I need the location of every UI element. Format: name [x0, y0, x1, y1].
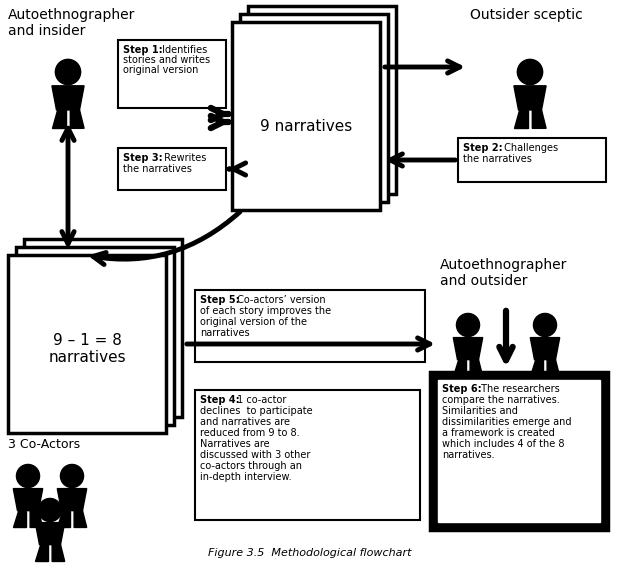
Polygon shape [453, 360, 466, 377]
Text: Challenges: Challenges [501, 143, 558, 153]
Text: and outsider: and outsider [440, 274, 528, 288]
Polygon shape [13, 510, 26, 527]
Text: 9 narratives: 9 narratives [260, 118, 352, 134]
Text: original version of the: original version of the [200, 317, 307, 327]
Text: original version: original version [123, 65, 198, 75]
Text: the narratives: the narratives [123, 164, 192, 174]
Bar [195, 390, 420, 520]
Text: Step 3:: Step 3: [123, 153, 162, 163]
Circle shape [38, 498, 61, 522]
Bar [118, 148, 226, 190]
Text: Outsider sceptic: Outsider sceptic [470, 8, 583, 22]
Text: and insider: and insider [8, 24, 86, 38]
Polygon shape [52, 110, 66, 129]
Text: Co-actors’ version: Co-actors’ version [234, 295, 326, 305]
Polygon shape [530, 337, 560, 360]
Bar [8, 255, 166, 433]
Polygon shape [533, 110, 546, 129]
Polygon shape [453, 337, 483, 360]
Text: The researchers: The researchers [478, 384, 560, 394]
Bar [438, 380, 600, 522]
Text: co-actors through an: co-actors through an [200, 461, 302, 471]
Polygon shape [35, 545, 48, 562]
Circle shape [456, 314, 479, 336]
Text: narratives: narratives [200, 328, 250, 338]
Text: and narratives are: and narratives are [200, 417, 290, 427]
Polygon shape [514, 86, 546, 110]
Bar [24, 239, 182, 417]
Polygon shape [35, 522, 64, 545]
Polygon shape [70, 110, 84, 129]
Text: Step 4:: Step 4: [200, 395, 239, 405]
Polygon shape [547, 360, 560, 377]
Text: compare the narratives.: compare the narratives. [442, 395, 560, 405]
Polygon shape [57, 489, 87, 510]
Text: of each story improves the: of each story improves the [200, 306, 331, 316]
Text: declines  to participate: declines to participate [200, 406, 312, 416]
Text: Identifies: Identifies [159, 45, 207, 55]
Bar [458, 138, 606, 182]
Bar [248, 6, 396, 194]
Text: Autoethnographer: Autoethnographer [8, 8, 135, 22]
Text: Similarities and: Similarities and [442, 406, 518, 416]
Text: Narratives are: Narratives are [200, 439, 270, 449]
Bar [118, 40, 226, 108]
Bar [232, 22, 380, 210]
Text: Step 1:: Step 1: [123, 45, 162, 55]
Text: a framework is created: a framework is created [442, 428, 555, 438]
Circle shape [55, 59, 81, 85]
Polygon shape [52, 545, 64, 562]
Circle shape [60, 464, 84, 488]
Text: dissimilarities emerge and: dissimilarities emerge and [442, 417, 572, 427]
Polygon shape [52, 86, 84, 110]
Text: reduced from 9 to 8.: reduced from 9 to 8. [200, 428, 299, 438]
Text: Figure 3.5  Methodological flowchart: Figure 3.5 Methodological flowchart [208, 548, 412, 558]
Text: Rewrites: Rewrites [161, 153, 206, 163]
Polygon shape [74, 510, 87, 527]
Text: 1 co-actor: 1 co-actor [234, 395, 286, 405]
Text: 3 Co-Actors: 3 Co-Actors [8, 438, 80, 451]
Polygon shape [470, 360, 483, 377]
Polygon shape [30, 510, 43, 527]
Text: Autoethnographer: Autoethnographer [440, 258, 567, 272]
Circle shape [517, 59, 542, 85]
Bar [195, 290, 425, 362]
Polygon shape [514, 110, 528, 129]
Text: which includes 4 of the 8: which includes 4 of the 8 [442, 439, 564, 449]
Circle shape [533, 314, 557, 336]
Text: discussed with 3 other: discussed with 3 other [200, 450, 311, 460]
FancyArrowPatch shape [93, 212, 240, 265]
Text: in-depth interview.: in-depth interview. [200, 472, 291, 482]
Text: the narratives: the narratives [463, 154, 532, 164]
Text: narratives.: narratives. [442, 450, 495, 460]
Bar [16, 247, 174, 425]
Text: stories and writes: stories and writes [123, 55, 210, 65]
Text: Step 5:: Step 5: [200, 295, 239, 305]
Text: Step 6:: Step 6: [442, 384, 482, 394]
Polygon shape [530, 360, 543, 377]
Bar [240, 14, 388, 202]
Polygon shape [13, 489, 43, 510]
Bar [430, 372, 608, 530]
Text: Step 2:: Step 2: [463, 143, 503, 153]
Text: 9 – 1 = 8
narratives: 9 – 1 = 8 narratives [48, 333, 126, 365]
Circle shape [17, 464, 40, 488]
Polygon shape [57, 510, 70, 527]
